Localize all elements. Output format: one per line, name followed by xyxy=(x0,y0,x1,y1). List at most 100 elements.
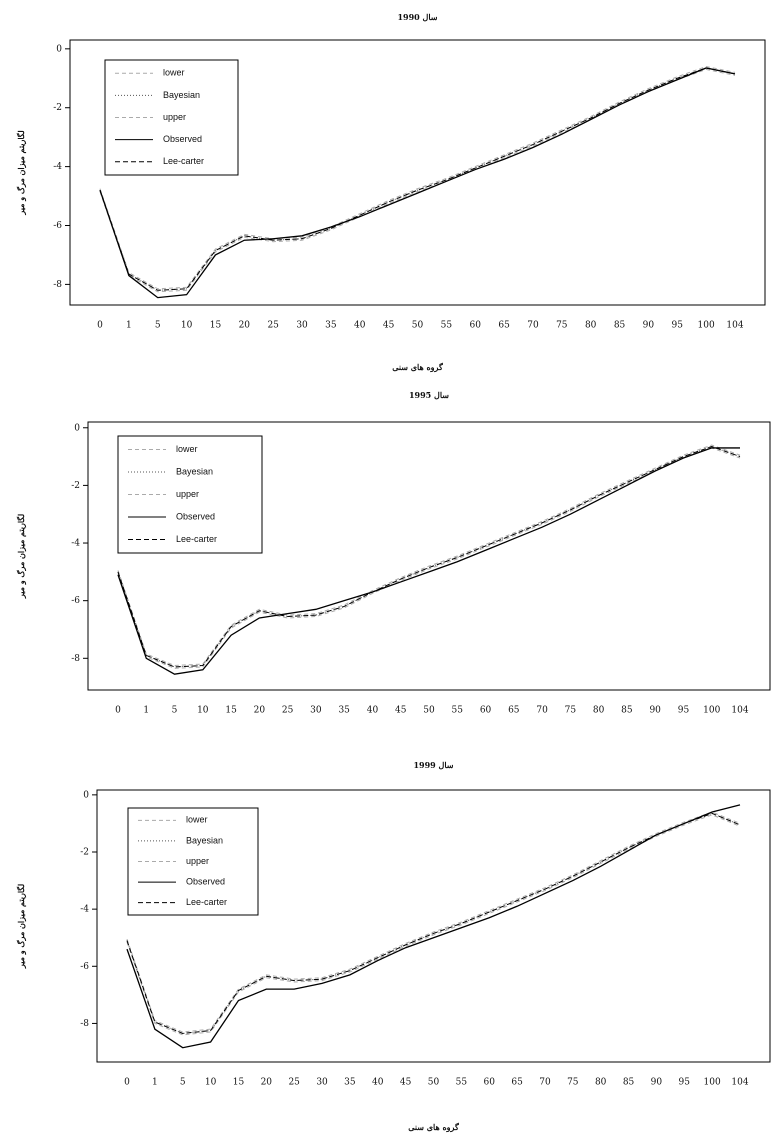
x-tick-label: 55 xyxy=(456,1078,468,1088)
y-tick-label: 0 xyxy=(56,44,62,54)
y-tick-label: -4 xyxy=(80,905,89,915)
x-tick-label: 20 xyxy=(239,321,251,331)
y-tick-label: -4 xyxy=(71,539,80,549)
x-tick-label: 1 xyxy=(126,321,132,331)
x-tick-label: 35 xyxy=(325,321,337,331)
x-tick-label: 75 xyxy=(567,1078,579,1088)
x-tick-label: 25 xyxy=(267,321,279,331)
x-tick-label: 45 xyxy=(383,321,395,331)
x-tick-label: 25 xyxy=(288,1078,300,1088)
x-tick-label: 85 xyxy=(614,321,626,331)
legend-label: Lee-carter xyxy=(163,156,204,166)
chart-title: سال 1990 xyxy=(397,12,437,22)
y-tick-label: -8 xyxy=(80,1019,89,1029)
x-tick-label: 50 xyxy=(423,706,435,716)
x-tick-label: 55 xyxy=(441,321,453,331)
x-tick-label: 104 xyxy=(731,706,748,716)
chart-title: سال 1995 xyxy=(409,390,449,400)
y-tick-label: -6 xyxy=(53,221,62,231)
x-tick-label: 0 xyxy=(115,706,121,716)
x-tick-label: 10 xyxy=(205,1078,217,1088)
chart-title: سال 1999 xyxy=(413,760,453,770)
x-tick-label: 45 xyxy=(395,706,407,716)
y-tick-label: -6 xyxy=(80,962,89,972)
x-tick-label: 1 xyxy=(143,706,149,716)
x-tick-label: 80 xyxy=(585,321,597,331)
x-tick-label: 35 xyxy=(344,1078,356,1088)
x-tick-label: 90 xyxy=(651,1078,663,1088)
x-tick-label: 10 xyxy=(181,321,193,331)
legend-label: upper xyxy=(163,112,186,122)
y-tick-label: 0 xyxy=(83,790,89,800)
y-tick-label: -6 xyxy=(71,596,80,606)
x-tick-label: 70 xyxy=(527,321,539,331)
y-tick-label: -2 xyxy=(80,848,89,858)
x-tick-label: 65 xyxy=(511,1078,523,1088)
y-axis-label: لگاریتم میزان مرگ و میر xyxy=(16,130,27,215)
y-tick-label: -4 xyxy=(53,162,62,172)
x-tick-label: 60 xyxy=(470,321,482,331)
x-tick-label: 0 xyxy=(124,1078,130,1088)
y-tick-label: -2 xyxy=(53,103,62,113)
y-tick-label: 0 xyxy=(74,423,80,433)
y-axis-label: لگاریتم میزان مرگ و میر xyxy=(16,514,27,599)
y-tick-label: -2 xyxy=(71,481,80,491)
legend-label: Observed xyxy=(186,876,225,886)
x-tick-label: 100 xyxy=(698,321,715,331)
x-tick-label: 75 xyxy=(565,706,577,716)
x-tick-label: 20 xyxy=(254,706,266,716)
x-tick-label: 100 xyxy=(703,706,720,716)
x-tick-label: 65 xyxy=(508,706,520,716)
x-tick-label: 55 xyxy=(452,706,464,716)
x-tick-label: 15 xyxy=(233,1078,245,1088)
x-tick-label: 104 xyxy=(726,321,743,331)
x-tick-label: 0 xyxy=(97,321,103,331)
x-tick-label: 60 xyxy=(484,1078,496,1088)
x-tick-label: 80 xyxy=(593,706,605,716)
x-tick-label: 35 xyxy=(338,706,350,716)
x-tick-label: 5 xyxy=(180,1078,186,1088)
legend-label: Bayesian xyxy=(186,835,223,845)
legend-label: Bayesian xyxy=(176,466,213,476)
x-tick-label: 70 xyxy=(539,1078,551,1088)
legend-label: Bayesian xyxy=(163,90,200,100)
x-tick-label: 70 xyxy=(536,706,548,716)
legend-label: upper xyxy=(186,856,209,866)
legend-label: Observed xyxy=(163,134,202,144)
x-tick-label: 95 xyxy=(678,706,690,716)
x-tick-label: 40 xyxy=(372,1078,384,1088)
x-tick-label: 104 xyxy=(731,1078,748,1088)
legend-label: lower xyxy=(186,815,208,825)
legend-label: upper xyxy=(176,489,199,499)
x-tick-label: 1 xyxy=(152,1078,158,1088)
page: سال 1990 گروه های سنی لگاریتم میزان مرگ و … xyxy=(0,0,775,1142)
legend-label: lower xyxy=(176,444,198,454)
x-tick-label: 40 xyxy=(354,321,366,331)
x-tick-label: 75 xyxy=(556,321,568,331)
x-tick-label: 85 xyxy=(621,706,633,716)
x-tick-label: 10 xyxy=(197,706,209,716)
x-tick-label: 95 xyxy=(672,321,684,331)
x-tick-label: 30 xyxy=(310,706,322,716)
x-tick-label: 90 xyxy=(649,706,661,716)
x-tick-label: 100 xyxy=(704,1078,721,1088)
x-tick-label: 30 xyxy=(316,1078,328,1088)
y-tick-label: -8 xyxy=(71,654,80,664)
x-tick-label: 45 xyxy=(400,1078,412,1088)
y-tick-label: -8 xyxy=(53,280,62,290)
x-tick-label: 80 xyxy=(595,1078,607,1088)
x-tick-label: 95 xyxy=(679,1078,691,1088)
x-tick-label: 30 xyxy=(296,321,308,331)
x-axis-label: گروه های سنی xyxy=(392,362,443,373)
x-tick-label: 50 xyxy=(428,1078,440,1088)
x-tick-label: 60 xyxy=(480,706,492,716)
legend-label: Observed xyxy=(176,511,215,521)
legend-label: Lee-carter xyxy=(186,897,227,907)
x-tick-label: 50 xyxy=(412,321,424,331)
x-tick-label: 65 xyxy=(498,321,510,331)
x-tick-label: 40 xyxy=(367,706,379,716)
x-tick-label: 15 xyxy=(210,321,222,331)
x-tick-label: 15 xyxy=(225,706,237,716)
legend-label: lower xyxy=(163,68,185,78)
x-tick-label: 25 xyxy=(282,706,294,716)
